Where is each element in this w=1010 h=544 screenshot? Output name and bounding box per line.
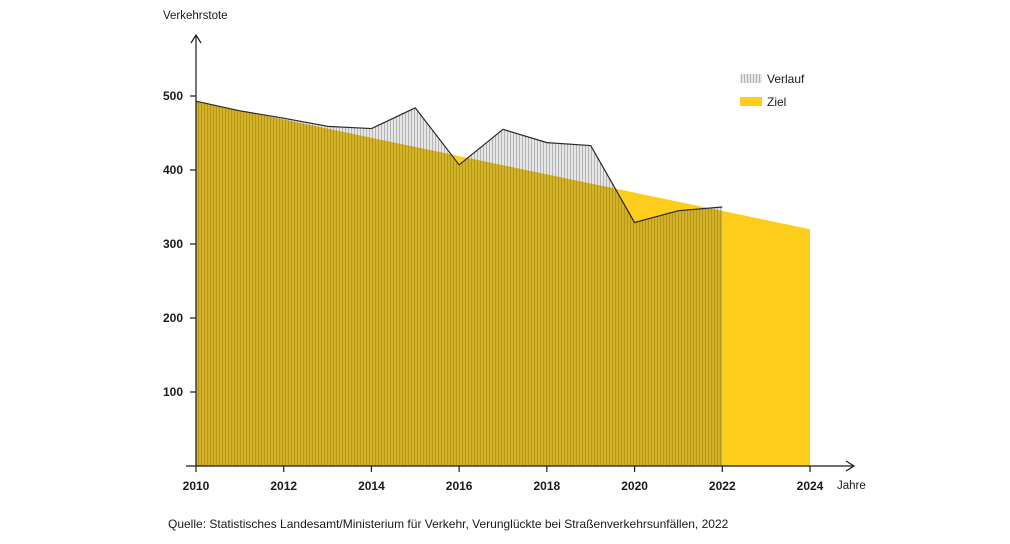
y-tick-label-300: 300	[163, 237, 183, 251]
x-tick-label-2014: 2014	[358, 479, 385, 493]
legend-swatch-verlauf	[740, 74, 762, 83]
x-tick-label-2010: 2010	[183, 479, 210, 493]
x-tick-label-2012: 2012	[270, 479, 297, 493]
y-axis-arrow	[190, 33, 202, 44]
y-axis-title: Verkehrstote	[163, 10, 228, 22]
source-note: Quelle: Statistisches Landesamt/Minister…	[168, 517, 729, 531]
ticks: 2010 2012 2014 2016 2018 2020 2022 2024 100 200 30…	[163, 89, 824, 493]
area-overlap	[196, 101, 723, 467]
x-tick-label-2024: 2024	[797, 479, 824, 493]
legend-label-verlauf: Verlauf	[767, 72, 805, 86]
x-tick-label-2018: 2018	[534, 479, 561, 493]
legend: Verlauf Ziel	[740, 72, 805, 109]
y-tick-label-500: 500	[163, 89, 183, 103]
x-axis-arrow	[845, 460, 856, 472]
axes	[186, 33, 856, 472]
line-verlauf	[195, 100, 723, 224]
chart-marks	[195, 100, 810, 467]
x-tick-label-2016: 2016	[446, 479, 473, 493]
x-tick-label-2020: 2020	[621, 479, 648, 493]
x-axis-title: Jahre	[837, 480, 866, 492]
y-tick-label-100: 100	[163, 385, 183, 399]
x-tick-label-2022: 2022	[709, 479, 736, 493]
y-tick-label-200: 200	[163, 311, 183, 325]
legend-label-ziel: Ziel	[767, 95, 786, 109]
legend-swatch-ziel	[740, 97, 762, 106]
y-tick-label-400: 400	[163, 163, 183, 177]
